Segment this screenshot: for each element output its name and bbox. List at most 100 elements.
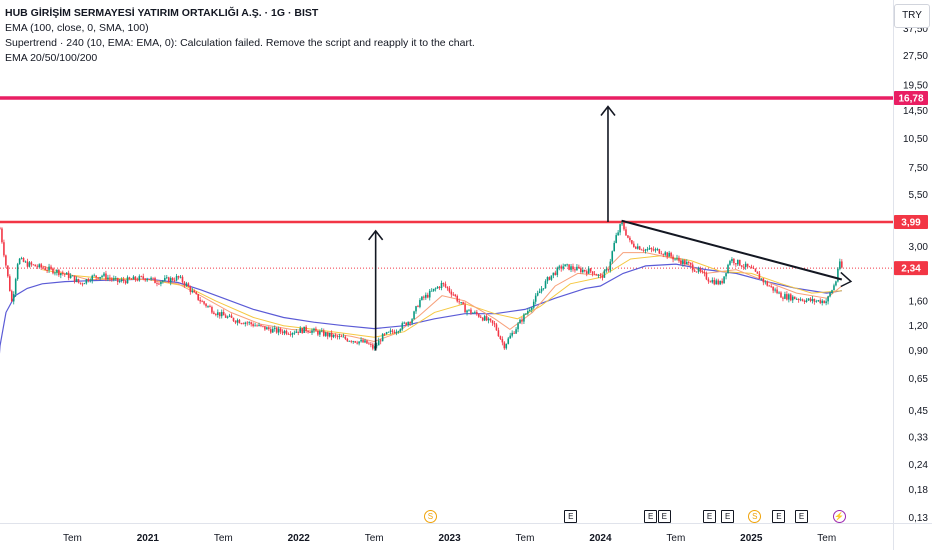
candle-body [644, 249, 647, 251]
candle-body [148, 279, 150, 280]
candle [256, 324, 258, 327]
candle [660, 250, 663, 255]
candle [334, 333, 337, 339]
candle-body [529, 309, 531, 311]
symbol-title[interactable]: HUB GİRİŞİM SERMAYESİ YATIRIM ORTAKLIĞI … [5, 7, 319, 19]
candle [293, 330, 296, 335]
candle-body [411, 319, 413, 324]
candle-body [75, 278, 78, 282]
candle-body [12, 294, 15, 302]
plot-area[interactable] [0, 96, 893, 386]
candle-body [425, 294, 427, 298]
candle [344, 335, 347, 341]
candle-body [687, 261, 690, 263]
candle-body [723, 276, 725, 284]
earnings-event-icon[interactable]: E [795, 510, 809, 523]
candle [362, 338, 364, 343]
candle [599, 273, 602, 279]
candle-body [576, 266, 578, 271]
split-event-icon[interactable]: ⚡ [832, 510, 846, 523]
candle-body [61, 273, 64, 274]
candle [642, 247, 645, 253]
candle [656, 247, 659, 251]
candle-body [56, 269, 58, 273]
candle-body [660, 253, 663, 255]
candle-body [246, 322, 249, 324]
candle [576, 263, 578, 271]
candle-body [438, 286, 441, 288]
candle-body [513, 332, 515, 334]
earnings-event-icon[interactable]: E [564, 510, 578, 523]
price-axis[interactable]: 37,50 27,50 19,50 14,50 10,50 7,50 5,50 3,00 1,6… [893, 0, 929, 550]
candle-body [30, 262, 33, 265]
candle [266, 326, 268, 330]
candle-body [619, 224, 621, 233]
candle-body [705, 273, 708, 280]
candle-body [493, 323, 496, 325]
price-tick-label: 1,60 [909, 296, 929, 307]
candle-body [307, 331, 309, 333]
candle [291, 332, 294, 338]
candle-body [234, 320, 237, 323]
earnings-event-icon[interactable]: E [657, 510, 671, 523]
candle [403, 321, 406, 325]
earnings-event-icon[interactable]: E [721, 510, 735, 523]
candle-body [271, 328, 274, 333]
candle-body [662, 254, 665, 255]
candle-body [342, 336, 345, 338]
currency-button[interactable]: TRY [894, 4, 930, 28]
candle [432, 288, 435, 292]
dividend-event-icon[interactable]: S [748, 510, 762, 523]
candle [419, 298, 421, 309]
candle [529, 307, 531, 313]
candle-body [48, 266, 50, 271]
time-tick-label: Tem [63, 533, 82, 544]
candle [93, 273, 95, 277]
candle [79, 282, 82, 285]
candle [205, 302, 207, 308]
candle-body [118, 281, 121, 282]
earnings-event-icon[interactable]: E [772, 510, 786, 523]
candle-body [658, 249, 661, 254]
candle-body [544, 281, 547, 289]
candle [536, 290, 539, 297]
indicator-ema-100[interactable]: EMA (100, close, 0, SMA, 100) [5, 22, 149, 34]
candle [495, 322, 498, 331]
time-axis[interactable]: Tem 2021 Tem 2022 Tem 2023 Tem 2024 Tem 2025 Tem [0, 523, 932, 545]
price-tick-label: 37,50 [903, 24, 928, 35]
candle [534, 293, 537, 305]
candle-body [173, 280, 176, 282]
candle [589, 268, 592, 274]
indicator-ema-multi[interactable]: EMA 20/50/100/200 [5, 52, 98, 64]
candle [731, 257, 733, 264]
candle-body [217, 312, 219, 315]
candle [160, 281, 162, 287]
candle [218, 312, 221, 319]
candle-body [725, 273, 727, 277]
candle-body [205, 303, 207, 307]
candle-body [587, 268, 590, 274]
candle [101, 274, 103, 279]
candle-body [731, 258, 733, 262]
candle [717, 278, 720, 286]
time-tick-label: 2022 [288, 533, 311, 544]
dividend-event-icon[interactable]: S [423, 510, 437, 523]
candle-body [589, 268, 592, 272]
candle-body [154, 277, 156, 284]
candle-body [9, 276, 11, 292]
candle [687, 260, 690, 265]
candle-body [819, 300, 822, 304]
candle [737, 259, 739, 267]
candle-body [334, 334, 337, 336]
candle [142, 273, 145, 281]
earnings-event-icon[interactable]: E [644, 510, 658, 523]
candle [201, 299, 203, 303]
candle-body [774, 289, 776, 291]
candle-body [434, 288, 437, 290]
indicator-supertrend[interactable]: Supertrend · 240 (10, EMA: EMA, 0): Calc… [5, 37, 475, 49]
candle-body [201, 301, 203, 303]
candle-body [63, 273, 66, 275]
candle-body [474, 311, 476, 313]
earnings-event-icon[interactable]: E [703, 510, 717, 523]
